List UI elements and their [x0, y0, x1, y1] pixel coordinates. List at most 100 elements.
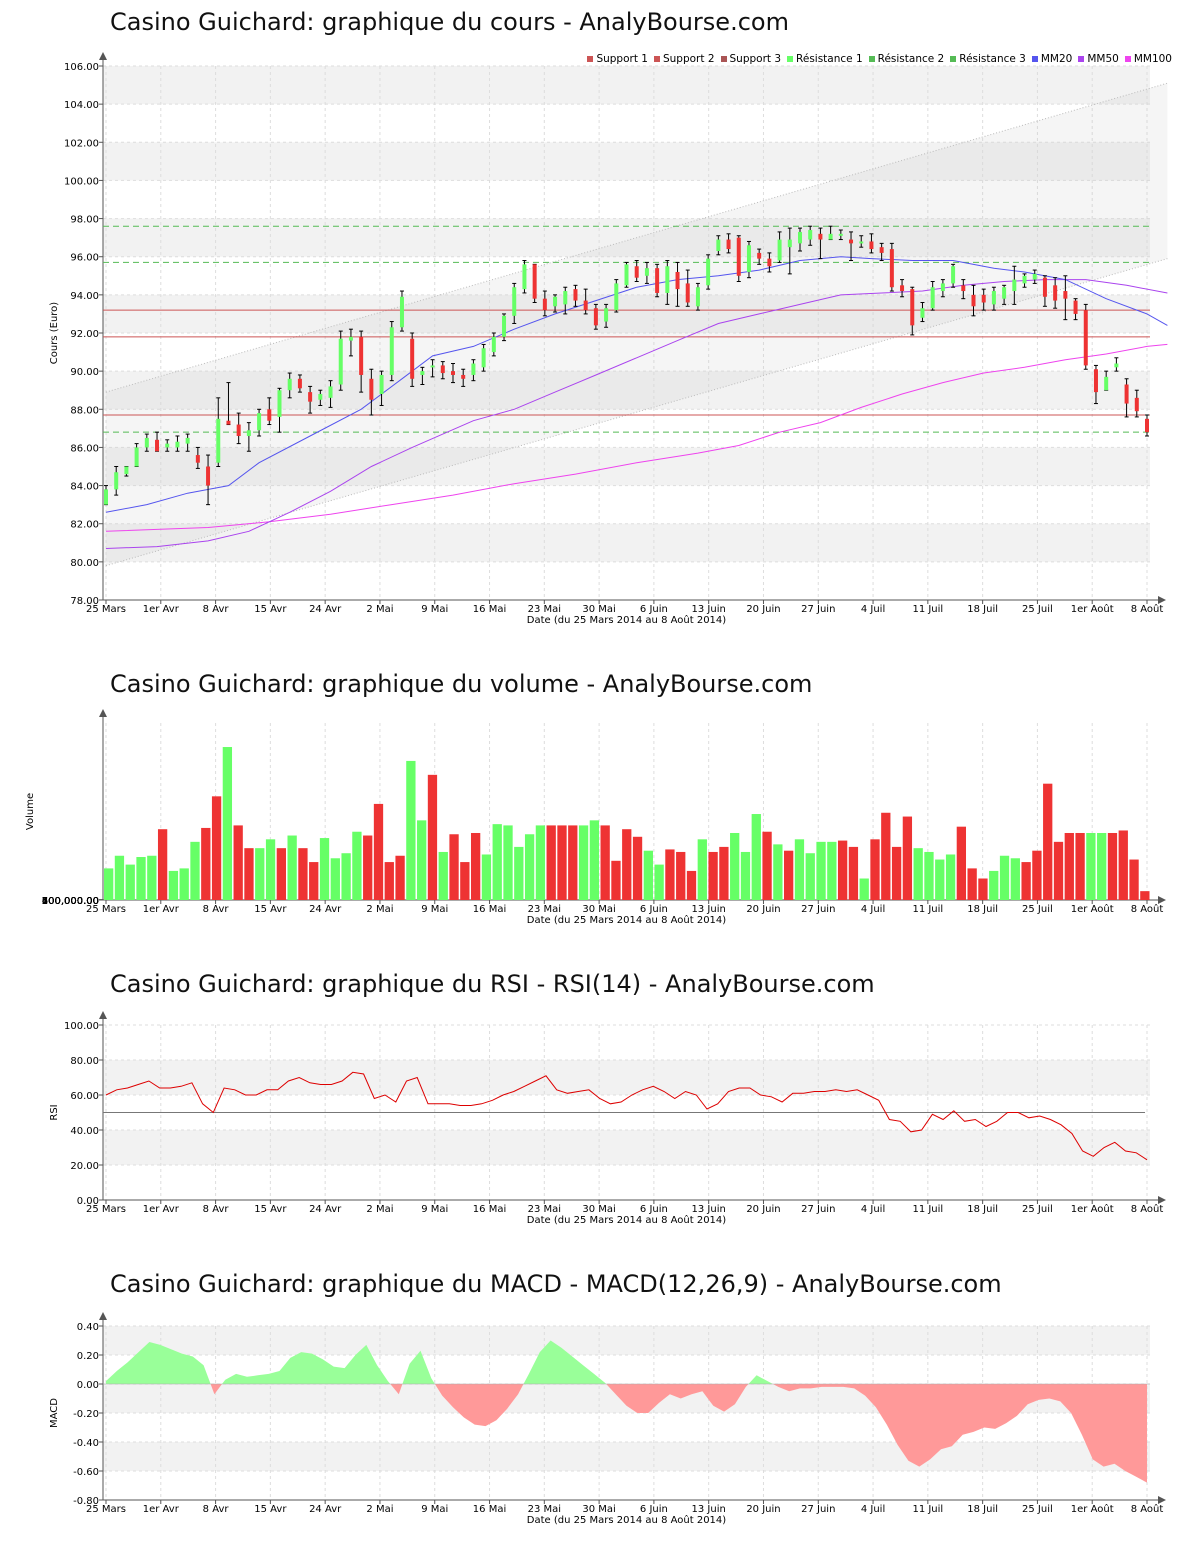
x-tick-label: 18 Juil: [967, 1204, 998, 1215]
x-axis-arrow: [1158, 1196, 1166, 1204]
candle-body: [1063, 291, 1068, 299]
candle: [593, 303, 598, 330]
candle-body: [1083, 310, 1088, 366]
candle-body: [838, 233, 843, 236]
x-tick-label: 18 Juil: [967, 1504, 998, 1515]
volume-bar: [1032, 850, 1042, 900]
candle: [440, 361, 445, 380]
volume-bar: [1075, 832, 1085, 900]
x-tick-label: 1er Août: [1071, 603, 1114, 615]
volume-bar: [211, 796, 222, 900]
volume-bar: [157, 829, 168, 900]
macd-panel: Casino Guichard: graphique du MACD - MAC…: [0, 1270, 1200, 1545]
candle-body: [532, 264, 537, 299]
volume-bar: [255, 848, 265, 900]
candle-body: [1134, 397, 1139, 412]
volume-bar: [989, 870, 999, 900]
candle-body: [583, 300, 588, 311]
trend-channel-lower: [105, 258, 1168, 567]
volume-bar: [557, 825, 567, 900]
x-tick-label: 20 Juin: [746, 604, 780, 615]
x-axis-label: Date (du 25 Mars 2014 au 8 Août 2014): [527, 614, 726, 626]
legend-label: MM50: [1087, 53, 1119, 65]
candle: [665, 260, 670, 305]
x-tick-label: 25 Juil: [1022, 1204, 1053, 1215]
candle-body: [553, 296, 558, 307]
candle-body: [1032, 273, 1037, 280]
volume-bar: [686, 870, 697, 900]
candle-body: [1145, 418, 1149, 433]
candle: [981, 288, 986, 311]
candle-body: [420, 371, 425, 375]
x-tick-label: 9 Mai: [421, 1204, 448, 1215]
legend-label: Support 1: [596, 53, 648, 65]
candle: [287, 372, 292, 399]
candle-body: [502, 315, 507, 337]
legend-swatch: [868, 56, 875, 62]
x-tick-label: 30 Mai: [582, 604, 615, 615]
x-tick-label: 25 Juil: [1022, 604, 1053, 615]
candle: [634, 260, 639, 283]
volume-bar: [244, 848, 254, 900]
volume-bar: [1107, 832, 1118, 900]
volume-bar: [784, 850, 794, 900]
candle-body: [961, 285, 966, 292]
candle-body: [430, 365, 435, 368]
price-chart: 78.00 80.00 82.00 84.00 86.00 88.00 90.00 92.00…: [49, 52, 1168, 626]
volume-bar: [719, 846, 729, 900]
volume-bar: [373, 803, 384, 900]
candle: [930, 281, 935, 311]
volume-bar: [341, 853, 351, 900]
volume-bar: [762, 831, 772, 900]
candle: [869, 233, 874, 254]
candle: [1145, 414, 1149, 437]
volume-bar: [924, 851, 934, 900]
y-tick-label: 200,000.00: [42, 896, 99, 907]
x-tick-label: 8 Avr: [203, 1504, 230, 1515]
legend-swatch: [720, 56, 727, 62]
candle-body: [155, 439, 160, 452]
candle: [430, 359, 435, 378]
candle-body: [481, 348, 486, 368]
candle: [369, 368, 374, 416]
volume-bar: [287, 835, 297, 900]
x-tick-label: 8 Août: [1131, 1203, 1164, 1215]
y-tick-label: 94.00: [70, 291, 99, 302]
candle-body: [726, 239, 731, 250]
volume-bar: [870, 839, 880, 900]
candle: [675, 261, 680, 307]
x-axis-label: Date (du 25 Mars 2014 au 8 Août 2014): [527, 1514, 726, 1526]
candle: [1093, 364, 1098, 405]
volume-bar: [1010, 858, 1020, 900]
x-tick-label: 15 Avr: [254, 604, 287, 615]
volume-bar: [438, 851, 448, 900]
candle-body: [910, 289, 915, 326]
volume-bar: [136, 857, 146, 900]
volume-bar: [794, 839, 805, 900]
y-tick-label: -0.20: [73, 1409, 99, 1420]
volume-bar: [449, 834, 459, 900]
volume-bar: [1053, 841, 1064, 900]
candle: [348, 328, 353, 357]
x-tick-label: 23 Mai: [528, 1504, 561, 1515]
candle: [328, 380, 333, 408]
candle: [379, 370, 384, 406]
y-tick-label: 500,000.00: [42, 896, 99, 907]
candle-body: [920, 308, 925, 318]
volume-bar: [330, 858, 340, 900]
candle-body: [644, 268, 649, 276]
volume-bar: [805, 853, 815, 900]
volume-bar: [816, 841, 826, 900]
candle: [1032, 269, 1037, 284]
x-tick-label: 25 Mars: [86, 904, 126, 915]
y-tick-label: 106.00: [64, 62, 99, 73]
y-tick-label: 700,000.00: [42, 896, 99, 907]
candle: [1134, 389, 1139, 418]
candle: [644, 261, 649, 284]
candle: [512, 282, 517, 324]
candle: [961, 279, 966, 300]
volume-bar: [384, 862, 394, 900]
y-tick-label: 400,000.00: [42, 896, 99, 907]
candle: [818, 227, 823, 260]
rsi-chart: 0.00 20.00 40.00 60.00 80.00 100.00 25 Mars 1er…: [49, 1011, 1166, 1226]
